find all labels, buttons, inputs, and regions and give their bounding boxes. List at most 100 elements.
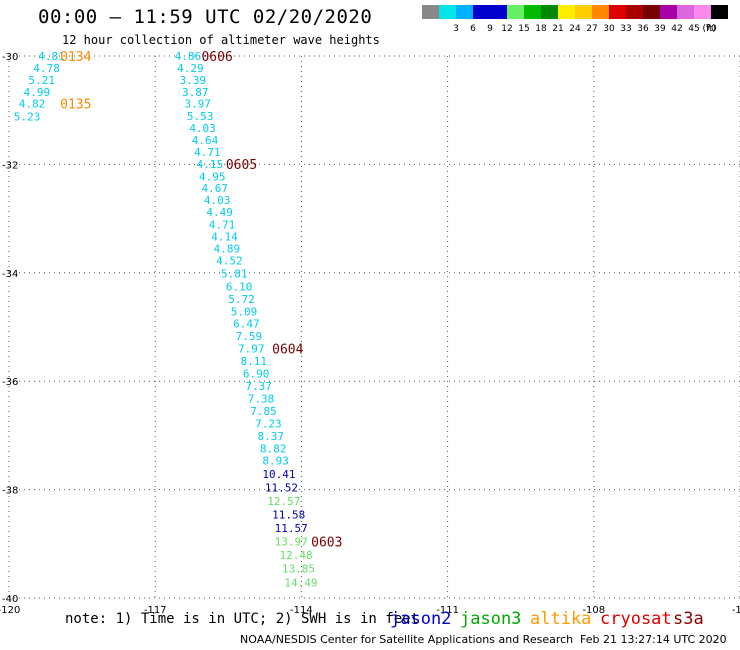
wave-height-label: 4.78 (33, 62, 60, 75)
timestamp-text: Feb 21 13:27:14 UTC 2020 (580, 633, 727, 646)
legend-label: 3 (453, 24, 459, 34)
legend-swatch (490, 5, 507, 19)
x-tick-label: -108 (582, 605, 605, 616)
time-label: 0606 (201, 50, 232, 65)
legend-label: 9 (487, 24, 493, 34)
x-tick-label: -10 (732, 605, 740, 616)
wave-height-label: 6.90 (243, 368, 269, 381)
wave-height-label: 7.37 (245, 380, 272, 393)
wave-height-label: 11.57 (275, 522, 308, 535)
legend-unit: (ft) (702, 24, 716, 34)
wave-height-label: 7.23 (255, 417, 282, 430)
wave-height-label: 5.23 (14, 111, 41, 124)
legend-label: 30 (603, 24, 615, 34)
wave-height-label: 4.89 (214, 242, 241, 255)
wave-height-label: 8.11 (240, 355, 267, 368)
x-tick-label: -117 (144, 605, 167, 616)
time-label: 0135 (60, 98, 91, 113)
wave-height-label: 5.53 (187, 110, 214, 123)
wave-height-label: 6.47 (233, 318, 260, 331)
legend-label: 12 (501, 24, 512, 34)
satellite-cryosat: cryosat (600, 609, 672, 629)
y-tick-label: -32 (2, 160, 18, 171)
wave-height-label: 14.49 (284, 576, 317, 589)
satellite-altika: altika (530, 609, 592, 629)
legend-label: 15 (518, 24, 529, 34)
legend-label: 6 (470, 24, 476, 34)
color-legend: 3 6 9 12 15 18 21 24 27 30 33 36 39 42 45 70(ft) (422, 5, 728, 34)
x-tick-label: -111 (436, 605, 459, 616)
wave-height-label: 4.95 (199, 170, 226, 183)
wave-height-label: 11.58 (272, 509, 305, 522)
wave-height-label: 8.93 (262, 454, 289, 467)
wave-height-label: 4.82 (19, 98, 46, 111)
wave-height-label: 4.64 (192, 134, 219, 147)
legend-swatch (439, 5, 456, 19)
wave-height-label: 4.49 (206, 206, 233, 219)
satellite-jason2: jason2 (390, 609, 452, 629)
wave-height-label: 13.97 (275, 536, 308, 549)
wave-height-label: 4.03 (189, 122, 216, 135)
satellite-s3a: s3a (673, 609, 704, 629)
legend-swatch (643, 5, 660, 19)
wave-height-label: 7.97 (238, 343, 265, 356)
wave-height-label: 3.39 (180, 74, 207, 87)
wave-height-label: 12.57 (267, 495, 300, 508)
legend-swatch (711, 5, 728, 19)
y-tick-label: -38 (2, 486, 18, 497)
wave-height-label: 6.10 (226, 280, 253, 293)
legend-swatch (677, 5, 694, 19)
time-label: 0605 (226, 158, 257, 173)
y-tick-label: -36 (2, 377, 18, 388)
chart-title: 00:00 – 11:59 UTC 02/20/2020 (38, 6, 373, 28)
legend-swatch (660, 5, 677, 19)
wave-height-label: 4.29 (177, 62, 204, 75)
legend-swatch (507, 5, 524, 19)
wave-height-label: 5.21 (28, 74, 54, 87)
legend-swatch (626, 5, 643, 19)
legend-swatch (694, 5, 711, 19)
legend-label: 70 (705, 24, 717, 34)
y-tick-label: -30 (2, 52, 18, 63)
wave-height-label: 5.81 (221, 267, 248, 280)
wave-height-label: 4.71 (194, 146, 221, 159)
y-tick-label: -34 (2, 269, 18, 280)
legend-label: 42 (671, 24, 682, 34)
wave-height-label: 4.99 (24, 86, 51, 99)
wave-height-label: 13.85 (282, 563, 315, 576)
wave-height-label: 4.67 (201, 182, 228, 195)
wave-height-label: 5.09 (231, 305, 258, 318)
wave-height-label: 8.37 (258, 430, 285, 443)
wave-height-label: 3.87 (182, 86, 209, 99)
legend-label: 33 (620, 24, 631, 34)
x-tick-label: -120 (0, 605, 20, 616)
x-tick-label: -114 (290, 605, 313, 616)
legend-swatch (558, 5, 575, 19)
credit-text: NOAA/NESDIS Center for Satellite Applica… (240, 633, 574, 646)
legend-swatch (592, 5, 609, 19)
legend-swatch (473, 5, 490, 19)
wave-height-label: 4.03 (204, 194, 231, 207)
wave-height-label: 10.41 (262, 468, 295, 481)
legend-swatch (575, 5, 592, 19)
satellite-jason3: jason3 (460, 609, 522, 629)
chart-subtitle: 12 hour collection of altimeter wave hei… (62, 33, 380, 47)
wave-height-label: 7.59 (236, 330, 262, 343)
legend-swatch (609, 5, 626, 19)
wave-height-label: 12.48 (279, 549, 312, 562)
time-label: 0603 (311, 536, 342, 551)
legend-label: 39 (654, 24, 666, 34)
wave-height-label: 7.85 (250, 405, 276, 418)
wave-height-label: 4.71 (209, 219, 236, 232)
wave-height-label: 5.72 (228, 293, 255, 306)
note-text: note: 1) Time is in UTC; 2) SWH is in fe… (65, 611, 420, 627)
legend-label: 24 (569, 24, 581, 34)
legend-label: 27 (586, 24, 597, 34)
legend-label: 36 (637, 24, 649, 34)
wave-height-label: 4.52 (216, 254, 243, 267)
wave-height-label: 4.15 (197, 158, 224, 171)
wave-height-label: 4.86 (175, 50, 202, 63)
wave-height-label: 7.38 (248, 393, 275, 406)
wave-height-label: 8.82 (260, 442, 287, 455)
